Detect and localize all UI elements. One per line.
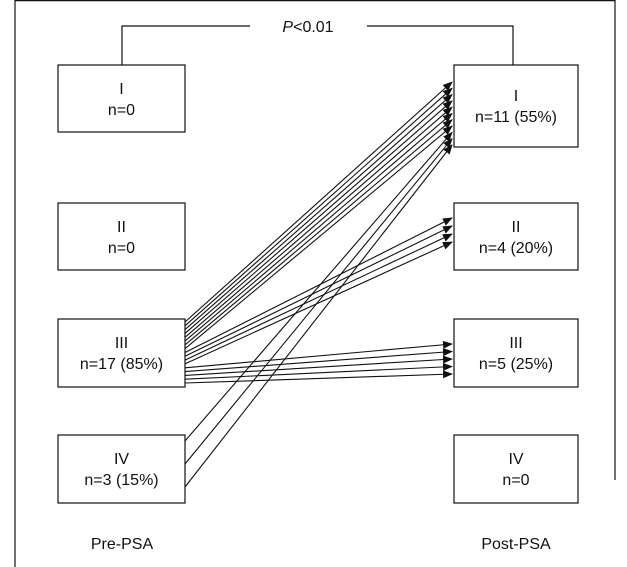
transition-arrow-iii-to-iii bbox=[184, 340, 453, 369]
p-value-label: P<0.01 bbox=[282, 19, 333, 36]
pre-box-class: III bbox=[115, 335, 128, 352]
pre-box-ii: II n=0 bbox=[57, 202, 186, 271]
transition-arrow-iii-to-iii bbox=[184, 348, 453, 373]
significance-bracket bbox=[121, 25, 514, 65]
transition-arrow-iii-to-ii bbox=[184, 217, 453, 353]
transition-arrow-iii-to-iii bbox=[184, 355, 453, 376]
transition-arrow-iii-to-i bbox=[184, 81, 453, 323]
transition-arrow-iii-to-ii bbox=[184, 233, 453, 361]
transition-arrow-iii-to-iii bbox=[184, 370, 453, 384]
pre-box-i: I n=0 bbox=[57, 64, 186, 133]
pre-box-iv: IV n=3 (15%) bbox=[57, 434, 186, 504]
transition-arrow-iii-to-i bbox=[184, 93, 453, 331]
transition-arrow-iii-to-i bbox=[184, 125, 453, 350]
pre-psa-label: Pre-PSA bbox=[91, 536, 154, 553]
pre-psa-column: I n=0 II n=0 III n=17 (85%) IV n=3 (15%) bbox=[57, 64, 186, 504]
post-box-ii: II n=4 (20%) bbox=[453, 202, 579, 271]
post-psa-label: Post-PSA bbox=[481, 536, 551, 553]
post-box-class: I bbox=[514, 88, 518, 105]
post-box-i: I n=11 (55%) bbox=[453, 64, 579, 148]
post-box-count: n=0 bbox=[502, 472, 529, 489]
pre-box-class: I bbox=[119, 81, 123, 98]
transition-arrow-iv-to-i bbox=[184, 131, 453, 442]
transition-arrow-iii-to-i bbox=[184, 112, 453, 342]
transition-arrow-iii-to-ii bbox=[184, 241, 453, 365]
transition-arrow-iii-to-i bbox=[184, 106, 453, 338]
transition-arrow-iii-to-i bbox=[184, 100, 453, 334]
pre-box-count: n=0 bbox=[108, 240, 135, 257]
post-box-class: III bbox=[509, 335, 522, 352]
post-box-iv: IV n=0 bbox=[453, 434, 579, 504]
pre-box-count: n=0 bbox=[108, 102, 135, 119]
post-box-count: n=5 (25%) bbox=[479, 356, 553, 373]
p-symbol: P bbox=[282, 19, 293, 36]
pre-box-count: n=17 (85%) bbox=[80, 356, 163, 373]
pre-box-count: n=3 (15%) bbox=[84, 472, 158, 489]
transition-arrow-iii-to-ii bbox=[184, 225, 453, 357]
transition-arrow-iii-to-i bbox=[184, 87, 453, 327]
post-box-count: n=4 (20%) bbox=[479, 240, 553, 257]
post-box-count: n=11 (55%) bbox=[475, 109, 557, 126]
transition-arrow-iv-to-i bbox=[184, 144, 453, 488]
post-box-class: IV bbox=[508, 451, 523, 468]
transition-arrow-iv-to-i bbox=[184, 137, 453, 465]
post-psa-column: I n=11 (55%) II n=4 (20%) III n=5 (25%) … bbox=[453, 64, 579, 504]
pre-box-iii: III n=17 (85%) bbox=[57, 318, 186, 388]
transition-arrows bbox=[184, 81, 453, 488]
transition-arrow-iii-to-i bbox=[184, 119, 453, 346]
post-box-class: II bbox=[512, 219, 521, 236]
post-box-iii: III n=5 (25%) bbox=[453, 318, 579, 388]
pre-box-class: IV bbox=[114, 451, 129, 468]
transition-arrow-iii-to-iii bbox=[184, 362, 453, 380]
p-threshold: <0.01 bbox=[293, 19, 334, 36]
pre-box-class: II bbox=[117, 219, 126, 236]
